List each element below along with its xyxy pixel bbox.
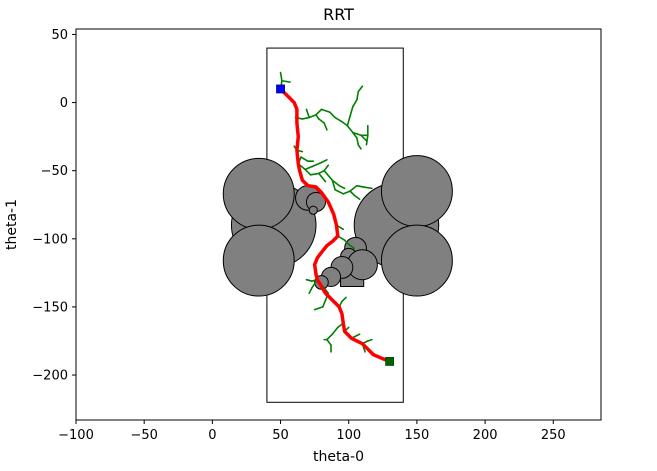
tree-edge [331,326,339,335]
y-axis: 50 0 −50 −100 −150 −200 [32,28,76,384]
obstacle-circle [380,224,453,297]
x-tick-label: −50 [130,428,157,443]
goal-marker [385,357,395,366]
plot-area [222,47,453,403]
tree-edge [349,184,358,192]
x-tick-label: 50 [272,428,289,443]
tree-edge [313,306,324,311]
tree-edge [304,165,313,171]
tree-edge [328,111,336,119]
y-tick-label: −200 [32,369,68,384]
tree-edge [305,278,313,282]
tree-edge [323,122,328,131]
obstacle-circle [308,205,318,215]
obstacle-circle [380,155,453,228]
x-tick-label: 100 [336,428,361,443]
y-tick-label: 50 [51,28,68,43]
tree-edge [349,190,355,197]
tree-edge [320,158,328,164]
tree-edge [317,118,325,124]
tree-edge [346,115,351,127]
obstacle-circle [222,224,295,297]
x-tick-label: 200 [473,428,498,443]
obstacle-circle [222,157,295,230]
y-axis-label: theta-1 [4,199,20,250]
tree-edge [305,108,310,119]
tree-edge [331,179,336,191]
tree-edge [315,114,320,120]
tree-edge [357,85,364,93]
tree-edge [326,333,334,341]
tree-edge [315,108,323,116]
y-tick-label: −150 [32,300,68,315]
y-tick-label: −50 [41,164,68,179]
tree-edge [323,164,330,172]
tree-edge [353,194,361,201]
x-tick-label: 0 [208,428,216,443]
tree-edge [341,296,347,303]
tree-edge [356,90,360,101]
tree-edge [279,71,283,82]
tree-edge [304,168,312,176]
tree-edge [360,134,368,142]
tree-edge [334,116,343,123]
tree-edge [322,299,327,308]
tree-edge [300,156,309,162]
tree-edge [320,108,331,113]
tree-edge [323,169,334,182]
y-tick-label: −100 [32,232,68,247]
x-tick-label: 250 [541,428,566,443]
path-line [278,87,392,364]
axes-frame [75,28,602,421]
y-tick-label: 0 [60,96,68,111]
tree-edge [367,338,373,342]
chart-title: RRT [323,5,354,24]
tree-edge [352,99,358,108]
tree-edge [353,333,361,338]
tree-edge [323,287,330,295]
start-marker [276,84,285,94]
tree-edge [331,179,340,187]
tree-edge [362,186,373,190]
tree-edge [356,137,360,146]
tree-edge [342,190,351,195]
x-axis: −100 −50 0 50 100 150 200 250 [58,420,566,443]
tree-edge [308,287,313,295]
tree-edge [357,144,362,150]
tree-edge [317,169,325,175]
tree-edge [301,116,310,120]
x-axis-label: theta-0 [313,449,364,465]
tree-edge [347,243,355,250]
tree-edge [341,120,349,127]
tree-edge [365,134,369,146]
tree-edge [334,188,345,195]
tree-edge [281,79,291,83]
tree-edge [317,172,327,183]
tree-edge [326,338,332,346]
tree-edge [311,161,323,168]
tree-edge [356,184,365,188]
x-tick-label: −100 [58,428,94,443]
tree-edge [308,114,317,119]
tree-edge [309,172,320,176]
tree-edge [352,131,362,137]
x-tick-label: 150 [404,428,429,443]
tree-edge [343,239,350,246]
tree-edge [346,124,354,134]
tree-edge [338,184,346,190]
tree-edge [349,105,354,117]
